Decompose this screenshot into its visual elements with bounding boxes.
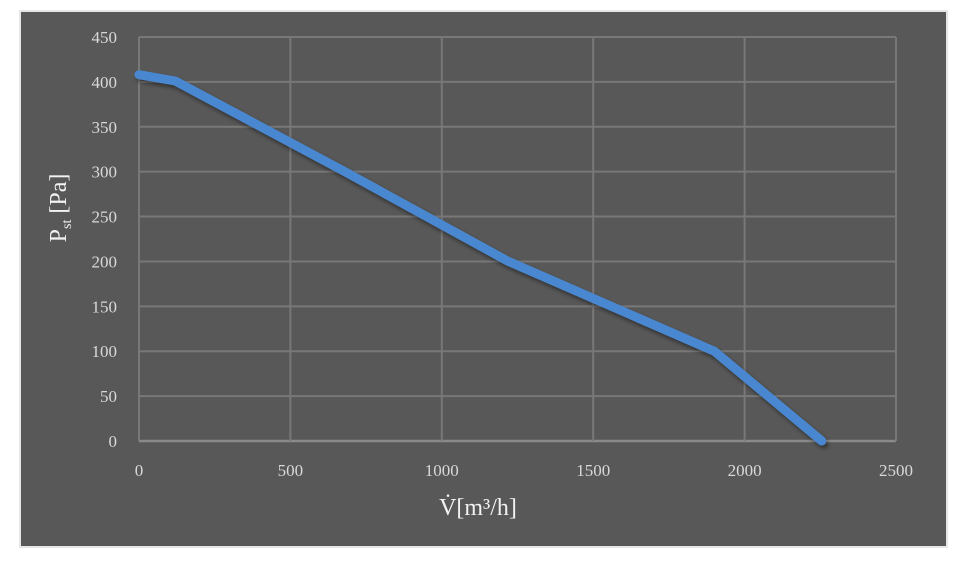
y-tick-label: 400	[92, 73, 118, 92]
y-tick-label: 250	[92, 208, 118, 227]
x-tick-label: 1000	[425, 461, 459, 480]
y-tick-label: 300	[92, 163, 118, 182]
y-tick-label: 200	[92, 252, 118, 271]
x-axis-title: V̇[m³/h]	[439, 495, 517, 521]
x-tick-label: 500	[278, 461, 304, 480]
y-axis-title-main: P	[46, 229, 72, 242]
x-tick-label: 2500	[879, 461, 913, 480]
series-line	[134, 70, 827, 446]
tick-labels: 0 50 100 150 200 250 300 350 400 450 0 500 1000 1500 2…	[92, 28, 914, 480]
series	[134, 70, 827, 446]
x-tick-label: 0	[135, 461, 144, 480]
y-tick-label: 100	[92, 342, 118, 361]
y-tick-label: 350	[92, 118, 118, 137]
chart-background	[19, 10, 948, 548]
y-axis-title-subscript: st	[60, 220, 75, 229]
y-axis-title: Pst [Pa]	[46, 174, 75, 243]
y-tick-label: 0	[109, 432, 118, 451]
y-tick-label: 150	[92, 297, 118, 316]
x-tick-label: 1500	[576, 461, 610, 480]
x-tick-label: 2000	[728, 461, 762, 480]
y-tick-label: 50	[100, 387, 117, 406]
y-axis-title-unit: [Pa]	[46, 174, 72, 220]
y-tick-label: 450	[92, 28, 118, 47]
